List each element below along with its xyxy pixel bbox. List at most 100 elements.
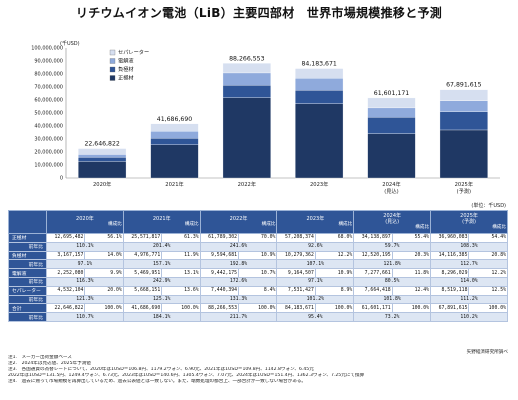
yoy-cell: 241.6% — [199, 241, 278, 252]
bar-segment — [150, 138, 199, 145]
y-tick-label: 90,000,000 — [34, 59, 63, 65]
note-line: 2022年は1USD＝131.5円、1249.4ウォン、6.73元、2023年は… — [8, 373, 365, 379]
yoy-cell: 125.1% — [122, 294, 201, 305]
x-tick-sublabel: (予測) — [457, 187, 471, 195]
value-cell: 9,164,507 — [276, 268, 316, 278]
share-cell: 12.5% — [468, 285, 508, 296]
y-tick-label: 50,000,000 — [34, 111, 63, 117]
yoy-cell: 101.2% — [276, 294, 355, 305]
bar-segment — [222, 85, 271, 98]
y-tick-label: 10,000,000 — [34, 163, 63, 169]
row-sublabel: 前年比 — [8, 241, 47, 252]
table-subheader: 構成比 — [184, 222, 199, 227]
y-tick-label: 70,000,000 — [34, 85, 63, 91]
bar-segment — [367, 107, 416, 118]
note-line: 注1. メーカー出荷金額ベース — [8, 355, 72, 360]
share-cell: 8.9% — [314, 285, 355, 296]
share-cell: 10.9% — [314, 268, 355, 278]
y-tick-label: 30,000,000 — [34, 137, 63, 143]
bar-segment — [439, 89, 488, 101]
yoy-cell: 111.2% — [430, 294, 508, 305]
y-tick-label: 80,000,000 — [34, 72, 63, 78]
x-tick-label: 2022年 — [238, 180, 256, 188]
bar-segment — [78, 157, 127, 162]
row-sublabel: 前年比 — [8, 259, 47, 270]
bar-series — [78, 63, 488, 179]
yoy-cell: 92.6% — [276, 241, 355, 252]
share-cell: 13.1% — [161, 268, 201, 278]
yoy-cell: 192.8% — [199, 259, 278, 270]
yoy-cell: 121.3% — [46, 294, 124, 305]
row-label: 正極材 — [8, 233, 47, 243]
bar-segment — [367, 97, 416, 109]
y-axis: 0 10,000,000 20,000,000 30,000,000 40,000,00… — [31, 46, 500, 182]
value-cell: 5,469,951 — [122, 268, 163, 278]
table-header-cell: 2020年 構成比 — [46, 210, 124, 234]
table-row-yoy: 前年比 116.3% 242.9% 172.6% 97.1% 80.5% 114.0% — [8, 276, 508, 287]
table-subheader: 構成比 — [108, 222, 122, 227]
table-row: 合計 22,646,822 100.0% 41,686,690 100.0% 88,266… — [8, 303, 508, 314]
bar-segment — [222, 63, 271, 74]
total-label: 84,183,671 — [301, 61, 336, 68]
bar-segment — [78, 148, 127, 155]
value-cell: 34,138,897 — [353, 233, 393, 243]
total-label: 22,646,822 — [84, 141, 119, 148]
total-label: 41,686,690 — [157, 116, 192, 123]
bar-segment — [295, 103, 344, 179]
y-tick-label: 20,000,000 — [34, 150, 63, 156]
share-cell: 10.9% — [238, 250, 278, 261]
share-cell: 9.9% — [84, 268, 124, 278]
share-cell: 11.9% — [161, 250, 201, 261]
x-tick-sublabel: (見込) — [384, 187, 398, 195]
value-cell: 67,891,615 — [430, 303, 470, 314]
yoy-cell: 184.1% — [122, 312, 201, 322]
notes: 注1. メーカー出荷金額ベース 注2. 2024年は見込値、2025年予測値 注3.… — [8, 355, 508, 385]
legend-swatch — [109, 58, 116, 64]
bar-segment — [295, 68, 344, 79]
table-row: 正極材 12,695,482 56.1% 25,571,817 61.3% 61,789,… — [8, 233, 508, 243]
bar-segment — [295, 90, 344, 104]
value-cell: 12,520,195 — [353, 250, 393, 261]
value-cell: 3,167,157 — [45, 250, 86, 261]
yoy-cell: 95.4% — [276, 312, 355, 322]
table-header-cell: 2024年 (見込) 構成比 — [353, 210, 432, 234]
yoy-cell: 97.1% — [276, 276, 355, 287]
table-header-cell: 2021年 構成比 — [122, 210, 201, 234]
x-tick-label: 2025年 — [455, 180, 473, 188]
legend-swatch — [109, 66, 116, 73]
share-cell: 100.0% — [314, 303, 355, 314]
share-cell: 10.7% — [238, 268, 278, 278]
share-cell: 20.3% — [391, 250, 432, 261]
value-cell: 5,668,151 — [122, 285, 163, 296]
row-sublabel: 前年比 — [8, 294, 47, 305]
value-cell: 88,266,553 — [199, 303, 240, 314]
bar-segment — [439, 111, 488, 131]
table-header-cell: 2022年 構成比 — [199, 210, 278, 234]
bar-segment — [150, 131, 199, 139]
value-cell: 7,664,418 — [353, 285, 393, 296]
share-cell: 20.0% — [84, 285, 124, 296]
legend-swatch — [109, 75, 116, 81]
bar-segment — [295, 78, 344, 91]
share-cell: 13.6% — [161, 285, 201, 296]
x-tick-label: 2024年 — [382, 180, 400, 188]
yoy-cell: 73.2% — [353, 312, 432, 322]
bar-segment — [439, 100, 488, 112]
share-cell: 11.8% — [391, 268, 432, 278]
table-row-yoy: 前年比 121.3% 125.1% 131.3% 101.2% 101.8% 111.2% — [8, 294, 508, 305]
share-cell: 54.4% — [468, 233, 508, 243]
y-tick-label: 100,000,000 — [31, 46, 63, 52]
value-cell: 41,686,690 — [122, 303, 163, 314]
bar-segment — [367, 133, 416, 179]
value-cell: 84,183,671 — [276, 303, 316, 314]
row-label: セパレーター — [8, 285, 47, 296]
table-subheader: 構成比 — [415, 225, 430, 230]
table-header-cell: 2023年 構成比 — [276, 210, 355, 234]
total-label: 61,601,171 — [374, 90, 409, 97]
share-cell: 100.0% — [468, 303, 508, 314]
value-cell: 8,519,118 — [430, 285, 470, 296]
bar-segment — [150, 123, 199, 132]
page-title: リチウムイオン電池（LiB）主要四部材 世界市場規模推移と予測 — [75, 6, 443, 20]
value-cell: 25,571,817 — [122, 233, 163, 243]
row-sublabel: 前年比 — [8, 276, 47, 287]
